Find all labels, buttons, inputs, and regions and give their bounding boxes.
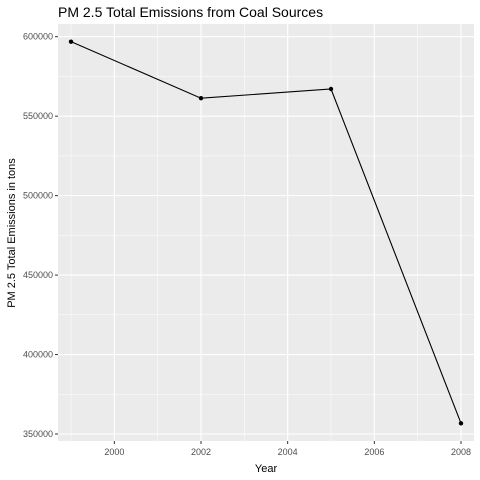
x-axis: 2000 2002 2004 2006 2008 [104,441,471,457]
data-point [328,86,334,92]
y-tick-label: 350000 [23,429,53,439]
y-tick-label: 550000 [23,111,53,121]
y-tick-label: 500000 [23,191,53,201]
x-tick-label: 2004 [278,447,298,457]
y-axis-title: PM 2.5 Total Emissions in tons [6,158,18,308]
y-tick-label: 400000 [23,350,53,360]
data-point [68,39,74,44]
y-tick-label: 450000 [23,270,53,280]
series-layer [68,39,464,426]
x-tick-label: 2000 [104,447,124,457]
y-tick-label: 600000 [23,32,53,42]
minor-gridlines [58,24,474,441]
major-gridlines [58,24,474,441]
x-tick-label: 2008 [451,447,471,457]
plot-panel [58,24,474,441]
x-tick-label: 2006 [364,447,384,457]
x-axis-title: Year [255,463,278,475]
y-axis: 350000 400000 450000 500000 550000 600000 [23,32,58,439]
data-point [458,421,464,426]
series-line [70,41,462,424]
x-tick-label: 2002 [191,447,211,457]
data-point [198,96,204,101]
chart-title: PM 2.5 Total Emissions from Coal Sources [58,4,323,20]
